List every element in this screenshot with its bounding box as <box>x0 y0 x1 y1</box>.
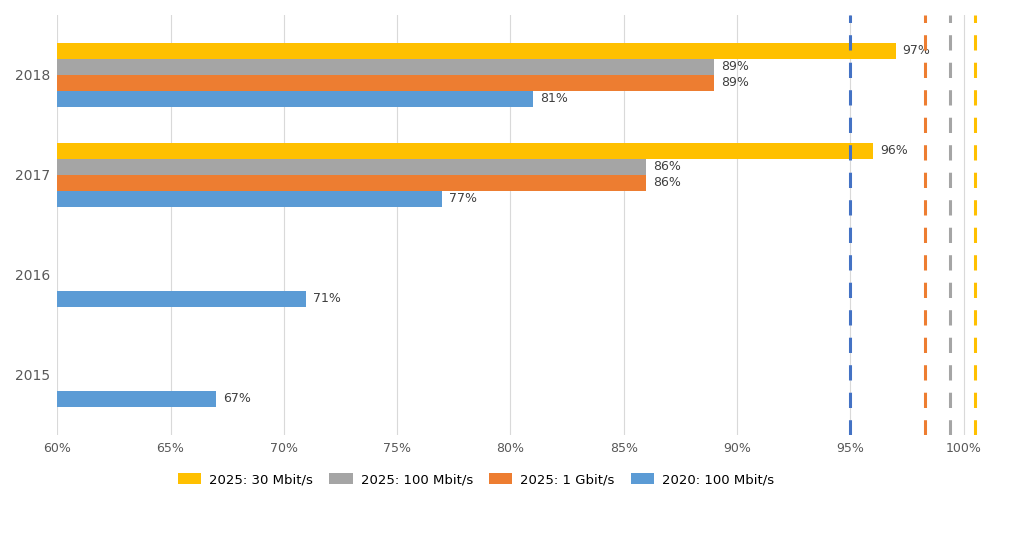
Text: 96%: 96% <box>880 145 907 157</box>
Bar <box>57 143 873 159</box>
Bar <box>57 75 715 91</box>
Bar <box>57 191 442 207</box>
Legend: 2025: 30 Mbit/s, 2025: 100 Mbit/s, 2025: 1 Gbit/s, 2020: 100 Mbit/s: 2025: 30 Mbit/s, 2025: 100 Mbit/s, 2025:… <box>172 468 779 492</box>
Text: 71%: 71% <box>313 292 341 305</box>
Text: 81%: 81% <box>540 93 567 105</box>
Bar <box>57 159 646 175</box>
Bar <box>57 175 646 191</box>
Text: 86%: 86% <box>653 176 681 190</box>
Text: 86%: 86% <box>653 161 681 174</box>
Bar <box>57 59 715 75</box>
Bar <box>57 43 896 59</box>
Text: 67%: 67% <box>222 392 251 406</box>
Text: 97%: 97% <box>902 45 931 57</box>
Text: 89%: 89% <box>721 60 750 74</box>
Bar <box>57 291 306 307</box>
Text: 77%: 77% <box>450 193 477 205</box>
Bar <box>57 91 534 107</box>
Bar <box>57 391 216 407</box>
Text: 89%: 89% <box>721 76 750 89</box>
